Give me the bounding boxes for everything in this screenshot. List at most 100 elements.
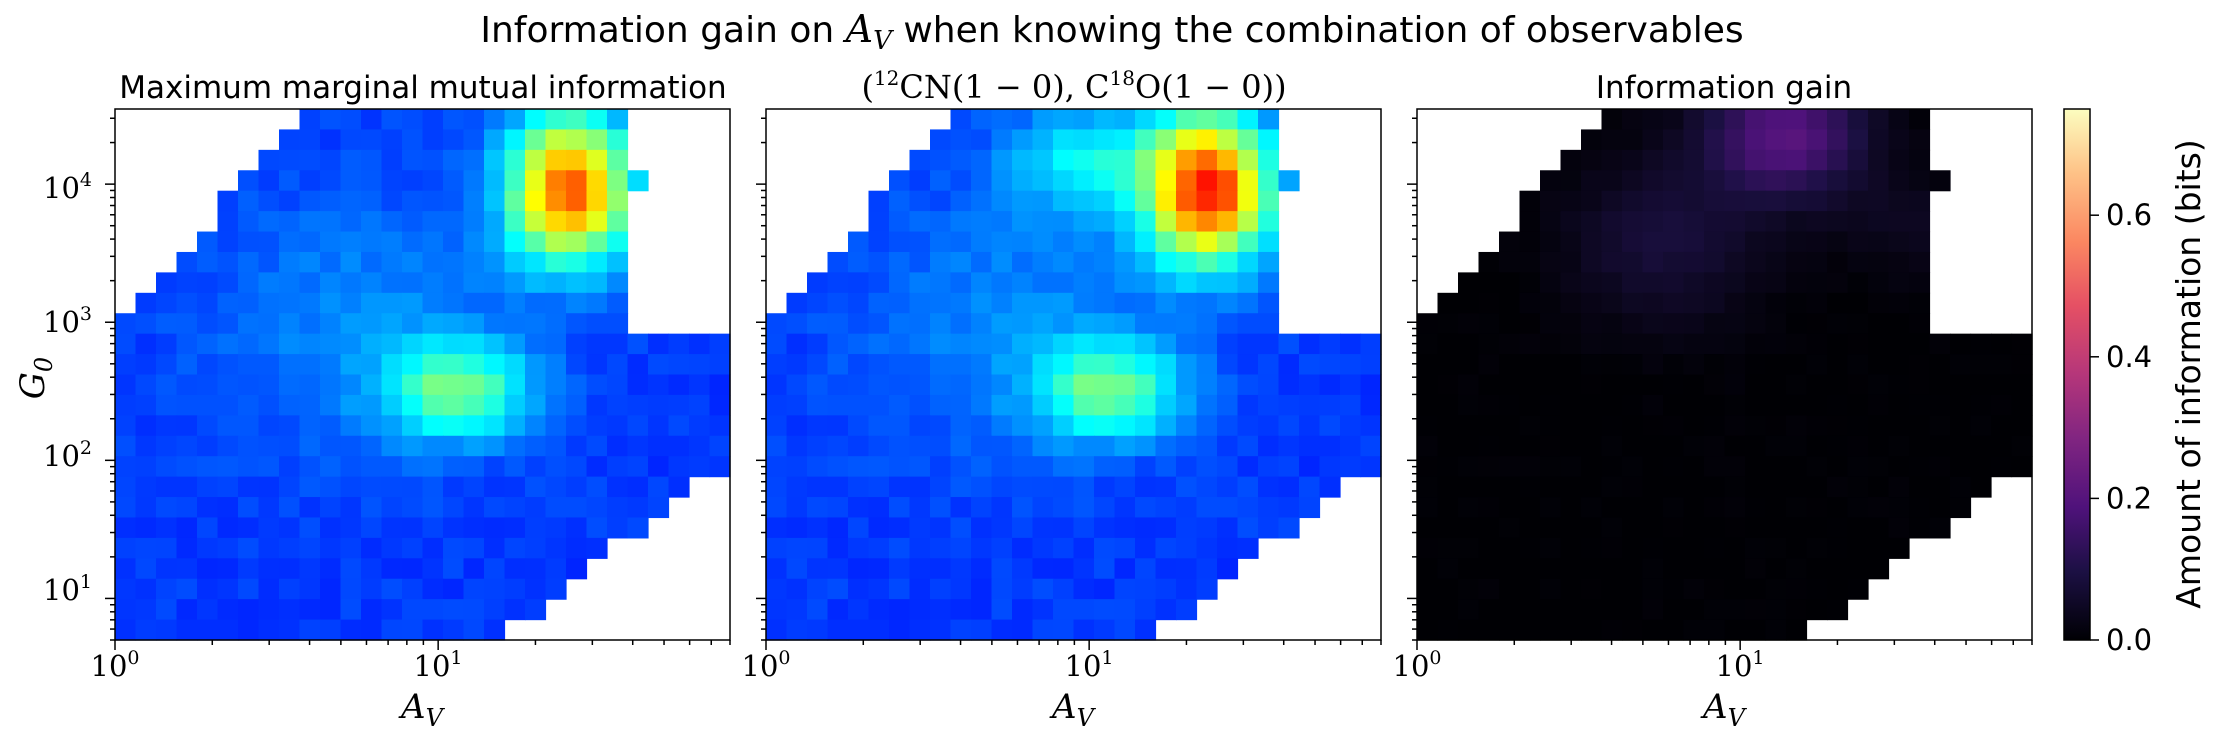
heatmap-cell — [1581, 211, 1603, 233]
heatmap-cell — [1642, 415, 1664, 437]
heatmap-cell — [1135, 109, 1157, 131]
heatmap-cell — [1601, 558, 1623, 580]
heatmap-cell — [1601, 211, 1623, 233]
heatmap-cell — [1278, 333, 1300, 355]
heatmap-cell — [1114, 415, 1136, 437]
heatmap-cell — [1560, 537, 1582, 559]
heatmap-cell — [1417, 558, 1439, 580]
heatmap-cell — [1991, 415, 2013, 437]
heatmap-cell — [1704, 374, 1726, 396]
heatmap-cell — [909, 313, 931, 335]
heatmap-cell — [1745, 333, 1767, 355]
heatmap-cell — [1135, 476, 1157, 498]
heatmap-cell — [525, 497, 547, 519]
heatmap-cell — [135, 599, 157, 621]
heatmap-cell — [2011, 435, 2033, 457]
heatmap-cell — [848, 333, 870, 355]
heatmap-cell — [786, 497, 808, 519]
heatmap-cell — [1806, 537, 1828, 559]
heatmap-cell — [1196, 374, 1218, 396]
heatmap-cell — [971, 231, 993, 253]
heatmap-cell — [1642, 129, 1664, 151]
heatmap-cell — [1745, 497, 1767, 519]
heatmap-cell — [566, 231, 588, 253]
heatmap-cell — [1704, 231, 1726, 253]
heatmap-cell — [1888, 476, 1910, 498]
heatmap-cell — [930, 313, 952, 335]
heatmap-cell — [1278, 415, 1300, 437]
heatmap-cell — [1786, 149, 1808, 171]
heatmap-cell — [1458, 354, 1480, 376]
heatmap-cell — [1437, 354, 1459, 376]
heatmap-cell — [238, 231, 260, 253]
heatmap-cell — [115, 599, 137, 621]
heatmap-cell — [586, 374, 608, 396]
heatmap-cell — [909, 435, 931, 457]
heatmap-cell — [135, 394, 157, 416]
heatmap-cell — [422, 619, 444, 641]
heatmap-cell — [1663, 517, 1685, 539]
heatmap-cell — [1683, 578, 1705, 600]
heatmap-cell — [299, 109, 321, 131]
heatmap-cell — [1135, 333, 1157, 355]
heatmap-cell — [422, 394, 444, 416]
heatmap-cell — [1827, 313, 1849, 335]
heatmap-cell — [463, 394, 485, 416]
heatmap-cell — [1176, 292, 1198, 314]
heatmap-cell — [1458, 272, 1480, 294]
heatmap-cell — [709, 394, 731, 416]
heatmap-cell — [443, 435, 465, 457]
heatmap-cell — [1319, 333, 1341, 355]
heatmap-cell — [950, 109, 972, 131]
heatmap-cell — [586, 476, 608, 498]
heatmap-cell — [1745, 109, 1767, 131]
heatmap-cell — [1806, 497, 1828, 519]
heatmap-cell — [1278, 435, 1300, 457]
heatmap-cell — [1217, 517, 1239, 539]
heatmap-cell — [197, 292, 219, 314]
heatmap-cell — [443, 333, 465, 355]
heatmap-cell — [484, 619, 506, 641]
heatmap-cell — [586, 231, 608, 253]
heatmap-cell — [1458, 476, 1480, 498]
heatmap-cell — [156, 619, 178, 641]
heatmap-cell — [1012, 435, 1034, 457]
heatmap-cell — [279, 231, 301, 253]
heatmap-cell — [1417, 415, 1439, 437]
heatmap-cell — [422, 415, 444, 437]
heatmap-cell — [340, 170, 362, 192]
heatmap-cell — [586, 456, 608, 478]
heatmap-cell — [1704, 456, 1726, 478]
heatmap-cell — [991, 211, 1013, 233]
heatmap-cell — [1319, 354, 1341, 376]
heatmap-cell — [909, 599, 931, 621]
heatmap-cell — [1478, 292, 1500, 314]
heatmap-cell — [971, 619, 993, 641]
heatmap-cell — [1642, 109, 1664, 131]
heatmap-cell — [1683, 394, 1705, 416]
heatmap-cell — [848, 537, 870, 559]
heatmap-cell — [627, 354, 649, 376]
heatmap-cell — [320, 170, 342, 192]
heatmap-cell — [217, 497, 239, 519]
heatmap-cell — [1278, 374, 1300, 396]
heatmap-cell — [463, 292, 485, 314]
heatmap-cell — [1458, 313, 1480, 335]
heatmap-cell — [381, 129, 403, 151]
heatmap-cell — [1299, 333, 1321, 355]
heatmap-cell — [1135, 435, 1157, 457]
heatmap-cell — [1683, 517, 1705, 539]
panel-2-frame — [765, 108, 1382, 641]
heatmap-cell — [1601, 497, 1623, 519]
heatmap-cell — [1114, 231, 1136, 253]
heatmap-cell — [1499, 497, 1521, 519]
heatmap-cell — [1868, 354, 1890, 376]
heatmap-cell — [1196, 456, 1218, 478]
heatmap-cell — [504, 497, 526, 519]
heatmap-cell — [1806, 149, 1828, 171]
heatmap-cell — [950, 435, 972, 457]
heatmap-cell — [566, 170, 588, 192]
heatmap-cell — [1299, 394, 1321, 416]
heatmap-cell — [1478, 476, 1500, 498]
heatmap-cell — [1519, 619, 1541, 641]
